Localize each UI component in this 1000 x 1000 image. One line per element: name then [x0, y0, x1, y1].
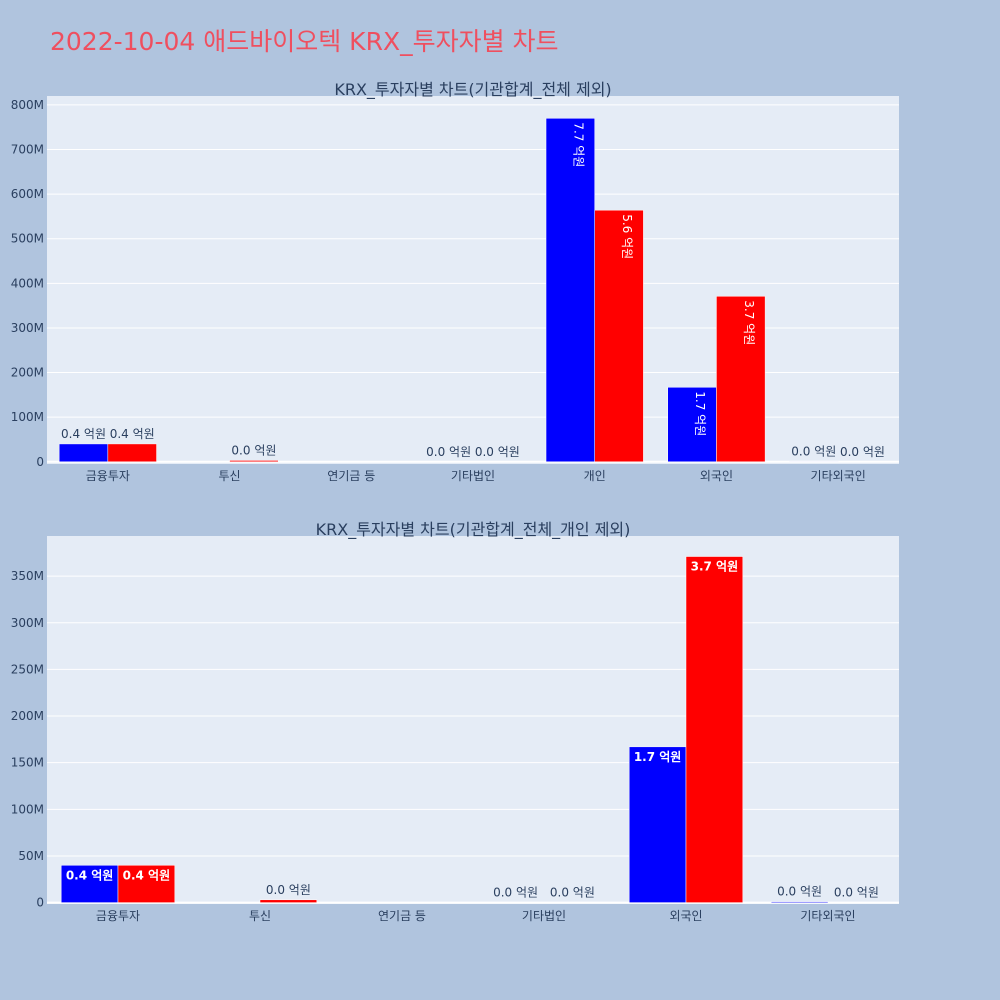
bar [58, 443, 109, 463]
bar [685, 556, 744, 903]
data-label: 5.6 억원 [620, 214, 634, 259]
y-tick-label: 0 [36, 896, 44, 910]
data-label: 0.0 억원 [475, 445, 520, 459]
data-label: 7.7 억원 [571, 122, 585, 167]
x-tick-label: 외국인 [700, 469, 733, 483]
y-tick-label: 100M [11, 410, 44, 424]
plot-area [47, 536, 899, 904]
y-tick-label: 500M [11, 232, 44, 246]
data-label: 0.4 억원 [110, 427, 155, 441]
data-label: 0.4 억원 [66, 868, 114, 882]
bar [716, 296, 766, 463]
x-tick-label: 연기금 등 [327, 469, 375, 483]
y-tick-label: 350M [11, 569, 44, 583]
x-tick-label: 투신 [249, 909, 271, 923]
page-title: 2022-10-04 애드바이오텍 KRX_투자자별 차트 [50, 27, 559, 56]
y-tick-label: 400M [11, 276, 44, 290]
data-label: 0.0 억원 [231, 443, 276, 457]
y-tick-label: 250M [11, 662, 44, 676]
data-label: 1.7 억원 [693, 391, 707, 436]
chart-top: 0 100M 200M 300M 400M 500M 600M 700M 800M KRX_투자자… [11, 80, 899, 483]
data-label: 0.4 억원 [123, 868, 171, 882]
data-label: 0.0 억원 [266, 883, 311, 897]
data-label: 0.0 억원 [426, 445, 471, 459]
bar [667, 387, 717, 463]
y-tick-label: 800M [11, 98, 44, 112]
data-label: 0.4 억원 [61, 427, 106, 441]
data-label: 1.7 억원 [634, 750, 682, 764]
bar [594, 209, 644, 463]
x-tick-label: 기타법인 [522, 909, 566, 923]
bar [628, 746, 687, 903]
x-tick-label: 연기금 등 [378, 909, 426, 923]
y-tick-label: 600M [11, 187, 44, 201]
data-label: 3.7 억원 [742, 300, 756, 345]
y-tick-label: 200M [11, 709, 44, 723]
x-tick-label: 기타외국인 [800, 909, 855, 923]
bar [60, 865, 119, 903]
x-tick-label: 외국인 [669, 909, 702, 923]
x-tick-label: 개인 [584, 469, 606, 483]
x-tick-label: 금융투자 [86, 469, 130, 483]
y-tick-label: 700M [11, 143, 44, 157]
x-tick-label: 금융투자 [96, 909, 140, 923]
chart-title: KRX_투자자별 차트(기관합계_전체_개인 제외) [316, 520, 631, 540]
y-tick-label: 100M [11, 802, 44, 816]
x-tick-label: 투신 [219, 469, 241, 483]
bar [229, 460, 279, 463]
data-label: 0.0 억원 [777, 885, 822, 899]
plot-area [47, 96, 899, 464]
bar [545, 118, 595, 463]
x-tick-label: 기타외국인 [811, 469, 866, 483]
chart-title: KRX_투자자별 차트(기관합계_전체 제외) [334, 80, 611, 100]
y-tick-label: 200M [11, 366, 44, 380]
y-tick-label: 150M [11, 756, 44, 770]
bar [770, 901, 829, 903]
data-label: 0.0 억원 [493, 886, 538, 900]
data-label: 0.0 억원 [550, 886, 595, 900]
bar [259, 899, 318, 903]
y-tick-label: 50M [18, 849, 44, 863]
bar [117, 865, 176, 903]
y-tick-label: 0 [36, 455, 44, 469]
data-label: 3.7 억원 [691, 560, 739, 574]
data-label: 0.0 억원 [791, 444, 836, 458]
x-tick-label: 기타법인 [451, 469, 495, 483]
y-tick-label: 300M [11, 321, 44, 335]
chart-bottom: 0 50M 100M 150M 200M 250M 300M 350M KRX_투자자별 차트(… [11, 520, 899, 923]
data-label: 0.0 억원 [834, 886, 879, 900]
y-tick-label: 300M [11, 616, 44, 630]
data-label: 0.0 억원 [840, 445, 885, 459]
bar [107, 443, 157, 463]
